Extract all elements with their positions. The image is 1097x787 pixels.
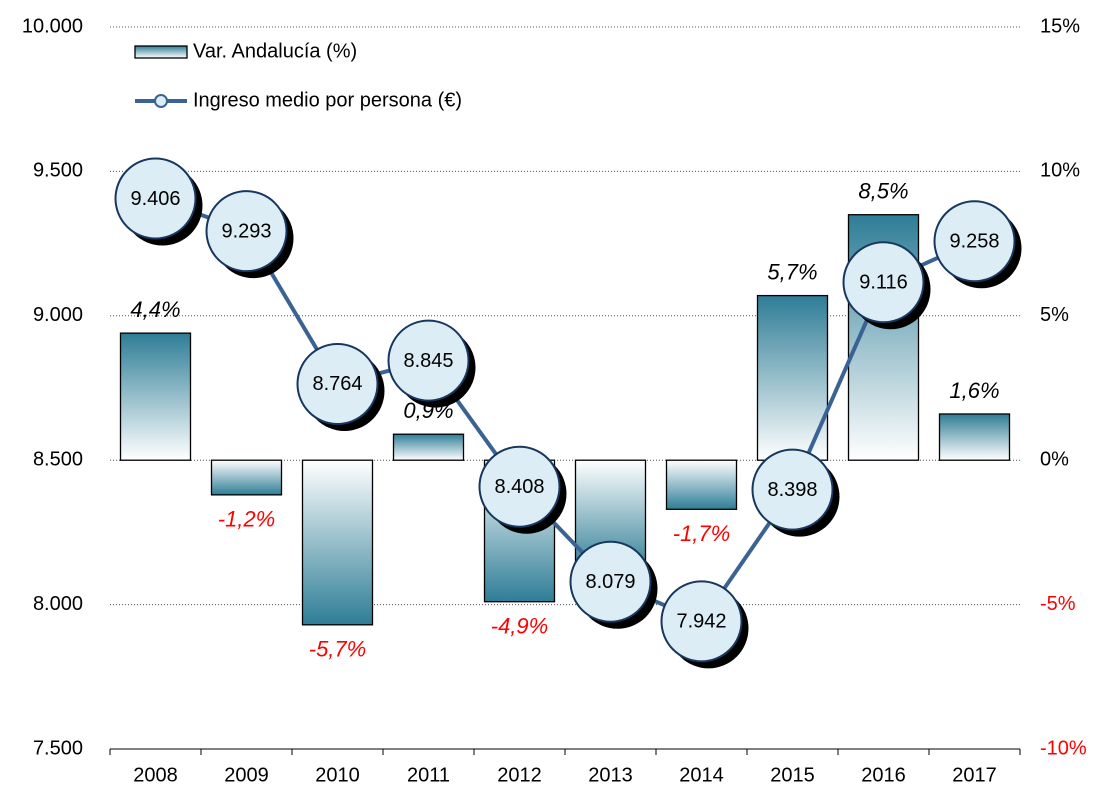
bar-label: 4,4% — [130, 297, 180, 322]
legend-label: Ingreso medio por persona (€) — [193, 89, 462, 111]
y-tick-label: 9.500 — [33, 160, 83, 182]
marker — [478, 445, 561, 528]
marker — [842, 241, 925, 324]
point-label: 9.293 — [221, 220, 271, 242]
bar-label: -1,7% — [673, 521, 730, 546]
bar-label: -1,2% — [218, 507, 275, 532]
point-label: 8.079 — [585, 571, 635, 593]
x-tick-label: 2015 — [770, 764, 815, 786]
y-tick-label: 10.000 — [22, 15, 83, 37]
point-label: 8.845 — [403, 350, 453, 372]
bar — [119, 332, 192, 461]
legend-label: Var. Andalucía (%) — [193, 40, 357, 62]
x-tick-label: 2011 — [407, 764, 450, 786]
marker — [751, 448, 834, 531]
point-label: 8.408 — [494, 476, 544, 498]
x-tick-label: 2008 — [133, 764, 178, 786]
line — [154, 196, 976, 624]
x-tick-label: 2009 — [224, 764, 269, 786]
legend-swatch — [134, 45, 188, 59]
y2-tick-label: -5% — [1040, 593, 1076, 615]
x-tick-label: 2014 — [679, 764, 724, 786]
marker — [660, 580, 743, 663]
point-label: 7.942 — [676, 611, 726, 633]
bar — [210, 459, 283, 496]
y2-tick-label: 15% — [1040, 15, 1080, 37]
marker — [933, 200, 1016, 283]
y2-tick-label: 10% — [1040, 160, 1080, 182]
point-label: 9.116 — [859, 272, 908, 294]
y-tick-label: 9.000 — [33, 304, 83, 326]
y2-tick-label: 0% — [1040, 448, 1069, 470]
bar — [301, 459, 374, 626]
x-tick-label: 2010 — [315, 764, 360, 786]
x-tick-label: 2012 — [497, 764, 542, 786]
x-tick-label: 2017 — [952, 764, 997, 786]
point-label: 9.258 — [949, 231, 999, 253]
bar-label: -5,7% — [309, 637, 366, 662]
y-tick-label: 7.500 — [33, 737, 83, 759]
bar-label: 8,5% — [858, 179, 908, 204]
x-tick-label: 2013 — [588, 764, 633, 786]
marker — [569, 540, 652, 623]
marker — [205, 190, 288, 273]
x-tick-label: 2016 — [861, 764, 906, 786]
y-tick-label: 8.000 — [33, 593, 83, 615]
marker — [114, 157, 197, 240]
point-label: 9.406 — [130, 188, 180, 210]
bar — [392, 433, 465, 461]
y-tick-label: 8.500 — [33, 448, 83, 470]
point-label: 8.398 — [767, 479, 817, 501]
marker — [387, 319, 470, 402]
marker — [296, 342, 379, 425]
y2-tick-label: -10% — [1040, 737, 1087, 759]
legend-marker — [154, 94, 168, 108]
bar-label: -4,9% — [491, 614, 548, 639]
bar-label: 1,6% — [949, 378, 999, 403]
bar-label: 5,7% — [767, 259, 817, 284]
bar — [938, 413, 1011, 461]
point-label: 8.764 — [312, 373, 362, 395]
y2-tick-label: 5% — [1040, 304, 1069, 326]
bar — [665, 459, 738, 510]
